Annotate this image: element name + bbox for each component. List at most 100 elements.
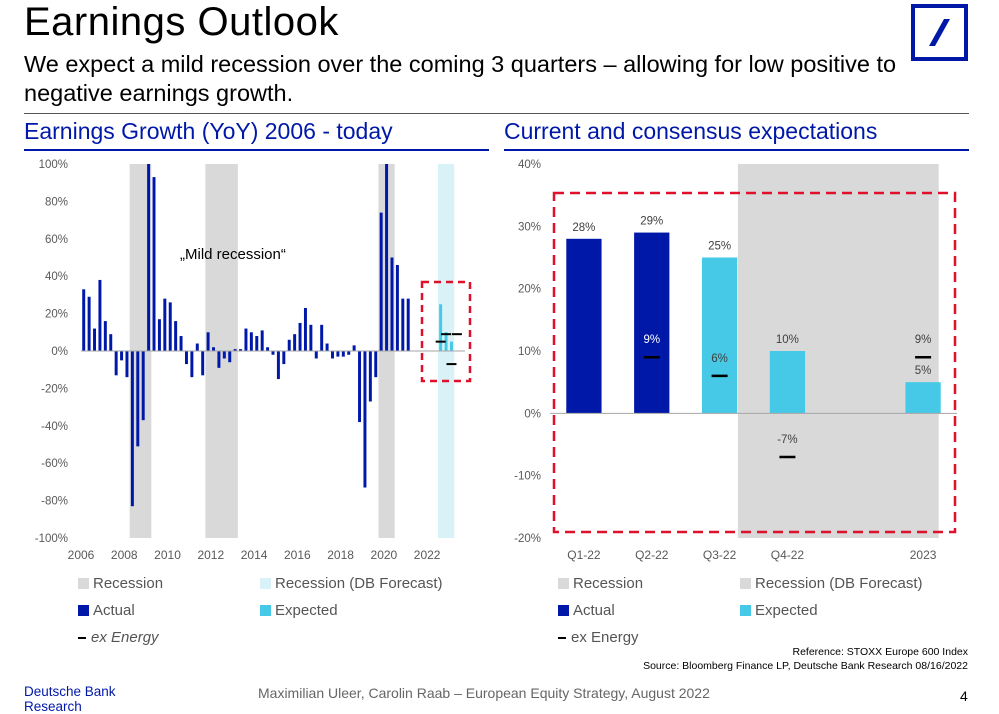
x-tick-label: 2006	[68, 548, 95, 562]
x-tick-label: 2023	[910, 548, 937, 562]
x-tick-label: Q1-22	[567, 548, 601, 562]
value-label: 29%	[640, 216, 663, 228]
x-tick-label: Q2-22	[635, 548, 669, 562]
legend-left-recession-forecast: Recession (DB Forecast)	[260, 575, 443, 592]
actual-swatch	[78, 605, 89, 616]
actual-bar	[395, 264, 399, 351]
footer-brand-line2: Research	[24, 699, 82, 714]
actual-bar	[130, 351, 134, 507]
actual-bar	[157, 319, 161, 351]
y-tick-label: 20%	[518, 284, 541, 296]
recession-swatch	[78, 578, 89, 589]
actual-bar	[282, 351, 286, 365]
recession-swatch	[558, 578, 569, 589]
legend-label: ex Energy	[91, 629, 159, 646]
expected-swatch	[740, 605, 751, 616]
actual-bar	[217, 351, 221, 368]
x-tick-label: 2008	[111, 548, 138, 562]
y-tick-label: -40%	[41, 421, 68, 433]
x-tick-label: Q3-22	[703, 548, 737, 562]
actual-bar	[276, 351, 280, 380]
actual-bar	[136, 351, 140, 447]
actual-bar	[201, 351, 205, 376]
left-title-underline	[24, 149, 489, 151]
x-tick-label: 2020	[371, 548, 398, 562]
actual-bar	[174, 321, 178, 351]
actual-bar	[368, 351, 372, 402]
y-tick-label: 30%	[518, 221, 541, 233]
actual-bar	[93, 328, 97, 351]
y-tick-label: 40%	[45, 271, 68, 283]
actual-bar	[239, 349, 243, 351]
y-tick-label: 0%	[524, 408, 541, 420]
x-tick-label: Q4-22	[771, 548, 805, 562]
y-tick-label: -20%	[41, 383, 68, 395]
legend-label: Recession	[93, 575, 164, 592]
legend-label: Expected	[275, 602, 338, 619]
x-tick-label: 2014	[241, 548, 268, 562]
actual-bar	[184, 351, 188, 365]
actual-bar	[379, 212, 383, 351]
value-label: 25%	[708, 241, 731, 253]
actual-bar	[271, 351, 275, 355]
mild-recession-annotation: „Mild recession“	[180, 246, 286, 263]
footer-brand: Deutsche Bank Research	[24, 684, 116, 714]
value-label: 10%	[776, 334, 799, 346]
page-number: 4	[960, 688, 968, 704]
actual-bar	[249, 332, 253, 351]
legend-left-recession: Recession	[78, 575, 163, 592]
y-tick-label: 10%	[518, 346, 541, 358]
ex-energy-label: 9%	[915, 334, 932, 346]
ex-energy-label: -7%	[777, 434, 797, 446]
actual-bar	[82, 289, 86, 351]
actual-bar	[125, 351, 129, 378]
actual-bar	[212, 347, 215, 351]
legend-label: Actual	[93, 602, 135, 619]
actual-bar	[309, 324, 313, 351]
actual-bar	[314, 351, 318, 359]
legend-label: Recession (DB Forecast)	[755, 575, 923, 592]
x-tick-label: 2018	[327, 548, 354, 562]
ex-energy-label: 6%	[711, 353, 728, 365]
value-label: 5%	[915, 365, 932, 377]
actual-bar	[303, 307, 307, 351]
actual-bar	[168, 302, 172, 351]
y-tick-label: -80%	[41, 496, 68, 508]
actual-bar	[163, 298, 167, 351]
expected-bar	[769, 351, 806, 414]
actual-bar	[195, 343, 199, 351]
actual-bar	[141, 351, 145, 421]
x-tick-label: 2010	[154, 548, 181, 562]
actual-bar	[347, 351, 351, 355]
actual-bar	[147, 164, 151, 351]
actual-swatch	[558, 605, 569, 616]
legend-right-ex-energy: ex Energy	[558, 629, 639, 646]
y-tick-label: -60%	[41, 458, 68, 470]
legend-label: ex Energy	[571, 629, 639, 646]
legend-left-actual: Actual	[78, 602, 135, 619]
actual-bar	[385, 164, 389, 351]
actual-bar	[406, 298, 410, 351]
actual-bar	[331, 351, 334, 359]
actual-bar	[634, 232, 670, 414]
actual-bar	[374, 351, 378, 378]
footer-brand-line1: Deutsche Bank	[24, 684, 116, 699]
actual-bar	[260, 330, 264, 351]
header-divider	[24, 113, 969, 114]
actual-bar	[152, 177, 156, 351]
actual-bar	[109, 334, 113, 351]
actual-bar	[190, 351, 194, 378]
recession-forecast-swatch	[260, 578, 271, 589]
expected-bar	[439, 304, 443, 351]
left-chart-title: Earnings Growth (YoY) 2006 - today	[24, 118, 393, 144]
legend-right-actual: Actual	[558, 602, 615, 619]
recession-band	[737, 164, 939, 538]
ex-energy-marker	[78, 636, 86, 639]
actual-bar	[325, 343, 329, 351]
legend-right-recession: Recession	[558, 575, 643, 592]
actual-bar	[390, 257, 394, 351]
actual-bar	[120, 351, 124, 361]
consensus-expectations-chart: 28% 29% 25% 10% 5% 9% 6% -7% 9% 40% 30% 20% 10% 0% -10…	[514, 159, 957, 562]
x-tick-label: 2016	[284, 548, 311, 562]
y-tick-label: 100%	[39, 159, 68, 171]
